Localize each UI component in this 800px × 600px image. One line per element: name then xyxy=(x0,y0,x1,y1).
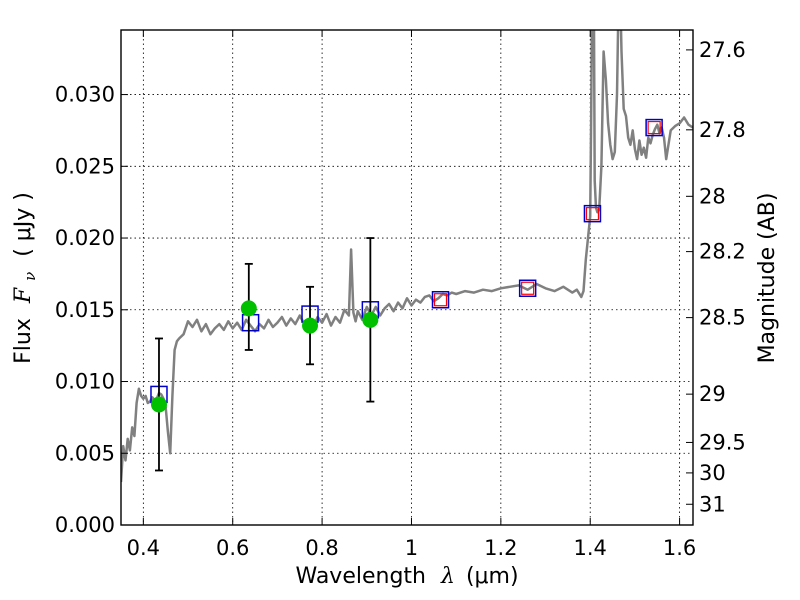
observed-flux-point xyxy=(240,300,257,317)
y-tick-label: 0.010 xyxy=(55,370,115,394)
model-flux-square xyxy=(583,204,602,223)
x-tick-label: 0.4 xyxy=(127,536,160,560)
x-axis-title-symbol: λ xyxy=(440,564,455,589)
mag-tick-label: 31 xyxy=(699,492,726,516)
mag-tick-label: 28 xyxy=(699,184,726,208)
y-axis-title: Flux F ν ( μJy ) xyxy=(11,192,41,364)
x-tick-label: 1.4 xyxy=(574,536,607,560)
x-tick-label: 1.6 xyxy=(663,536,696,560)
right-axis-title: Magnitude (AB) xyxy=(755,193,780,364)
photometry-square xyxy=(585,207,600,221)
mag-tick-label: 29.5 xyxy=(699,430,746,454)
mag-tick-label: 29 xyxy=(699,382,726,406)
y-tick-label: 0.025 xyxy=(55,154,115,178)
mag-tick-label: 28.2 xyxy=(699,240,746,264)
x-axis-title-unit: (μm) xyxy=(466,564,519,589)
mag-tick-label: 28.5 xyxy=(699,306,746,330)
photometry-square xyxy=(521,281,535,295)
y-tick-label: 0.020 xyxy=(55,226,115,250)
grid-lines xyxy=(121,30,693,526)
x-tick-label: 1.2 xyxy=(484,536,517,560)
y-axis-title-prefix: Flux xyxy=(11,318,36,364)
model-flux-square xyxy=(518,279,537,298)
spectrum-line xyxy=(121,30,693,483)
photometry-square xyxy=(647,120,661,135)
error-bars xyxy=(150,237,379,472)
y-tick-label: 0.030 xyxy=(55,83,115,107)
x-tick-label: 0.6 xyxy=(216,536,249,560)
observed-flux-point xyxy=(302,317,319,334)
plot-area xyxy=(121,30,693,483)
photometry-square xyxy=(433,293,448,307)
mag-tick-label: 27.8 xyxy=(699,118,746,142)
x-tick-label: 0.8 xyxy=(305,536,338,560)
y-axis-title-subscript: ν xyxy=(21,272,39,281)
x-axis-title-prefix: Wavelength xyxy=(295,564,426,589)
x-tick-label: 1 xyxy=(405,536,418,560)
y-axis-title-symbol: F xyxy=(11,287,36,304)
model-flux-square xyxy=(645,118,663,137)
observed-flux-point xyxy=(362,311,379,328)
mag-tick-label: 30 xyxy=(699,461,726,485)
x-axis-title: Wavelength λ (μm) xyxy=(295,564,518,589)
mag-tick-label: 27.6 xyxy=(699,38,746,62)
y-tick-label: 0.000 xyxy=(55,513,115,537)
plot-frame xyxy=(120,29,694,526)
model-flux-square xyxy=(431,290,450,309)
y-axis-title-unit: ( μJy ) xyxy=(11,192,36,257)
y-tick-label: 0.005 xyxy=(55,441,115,465)
y-tick-label: 0.015 xyxy=(55,298,115,322)
observed-flux-point xyxy=(150,396,167,413)
axis-ticks: 0.4 0.6 0.8 1 1.2 1.4 1.6 0.000 0.005 0.010 0.015 0… xyxy=(55,30,746,560)
